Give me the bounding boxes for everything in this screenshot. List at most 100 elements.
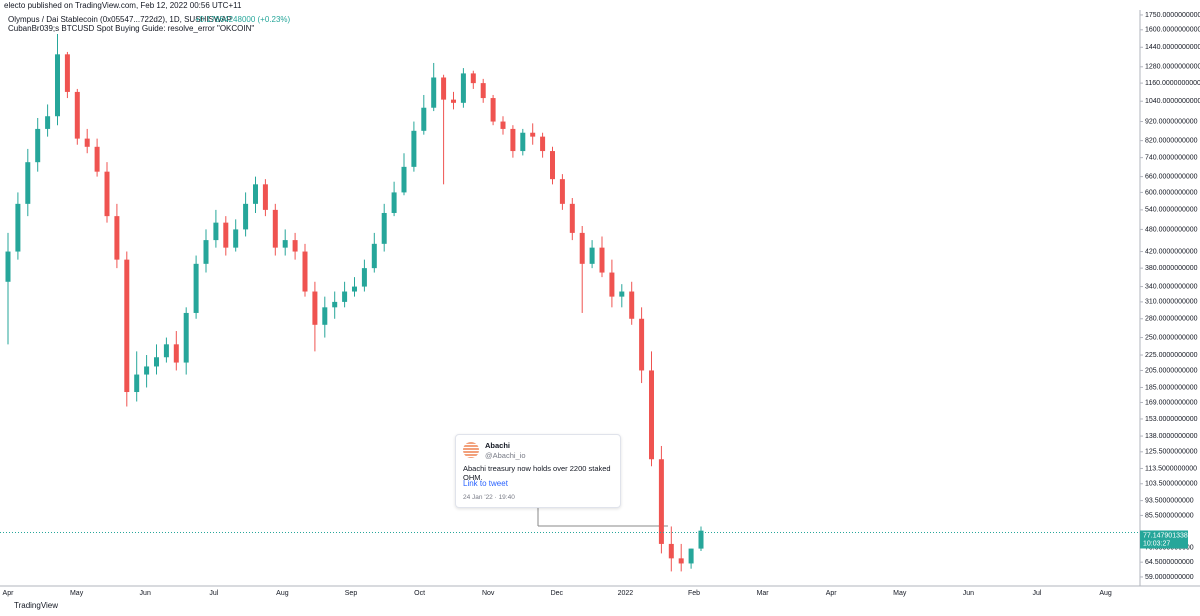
candle-body bbox=[163, 344, 169, 358]
candle-body bbox=[74, 91, 80, 139]
candle-body bbox=[629, 291, 635, 319]
y-tick-label: 85.5000000000 bbox=[1145, 512, 1194, 519]
candle-body bbox=[490, 98, 496, 122]
indicator: CubanBr039;s BTCUSD Spot Buying Guide: r… bbox=[8, 24, 254, 33]
candle-body bbox=[5, 251, 11, 282]
candle-body bbox=[411, 130, 417, 167]
y-tick-label: 280.0000000000 bbox=[1145, 316, 1198, 323]
candle-body bbox=[262, 184, 268, 210]
candle-body bbox=[510, 128, 516, 152]
avatar bbox=[463, 442, 479, 458]
x-tick-label: 2022 bbox=[618, 590, 634, 597]
y-tick-label: 480.0000000000 bbox=[1145, 226, 1198, 233]
candle-body bbox=[193, 263, 199, 313]
y-tick-label: 169.0000000000 bbox=[1145, 399, 1198, 406]
candle-body bbox=[282, 240, 288, 248]
y-tick-label: 250.0000000000 bbox=[1145, 334, 1198, 341]
candle-body bbox=[203, 240, 209, 264]
card-text: Abachi treasury now holds over 2200 stak… bbox=[463, 464, 611, 482]
candle-body bbox=[559, 179, 565, 204]
x-tick-label: Jul bbox=[209, 590, 218, 597]
candle-body bbox=[183, 312, 189, 363]
x-tick-label: Dec bbox=[551, 590, 564, 597]
candle-body bbox=[421, 107, 427, 131]
x-tick-label: Oct bbox=[414, 590, 425, 597]
candle-body bbox=[451, 99, 456, 103]
candle-body bbox=[619, 291, 625, 297]
candle-body bbox=[84, 138, 90, 147]
x-tick-label: Apr bbox=[3, 590, 15, 597]
candle-body bbox=[243, 203, 249, 230]
candle-body bbox=[213, 222, 219, 241]
candle-body bbox=[609, 272, 615, 297]
candle-body bbox=[480, 83, 486, 99]
candle-body bbox=[698, 530, 704, 549]
x-tick-label: Nov bbox=[482, 590, 495, 597]
x-tick-label: Aug bbox=[276, 590, 289, 597]
candle-body bbox=[371, 243, 377, 269]
y-tick-label: 1440.0000000000 bbox=[1145, 44, 1200, 51]
y-tick-label: 138.0000000000 bbox=[1145, 433, 1198, 440]
candle-body bbox=[441, 77, 447, 100]
y-tick-label: 420.0000000000 bbox=[1145, 248, 1198, 255]
y-tick-label: 153.0000000000 bbox=[1145, 416, 1198, 423]
candle-body bbox=[668, 543, 674, 559]
y-tick-label: 920.0000000000 bbox=[1145, 118, 1198, 125]
y-tick-label: 93.5000000000 bbox=[1145, 497, 1194, 504]
y-tick-label: 113.5000000000 bbox=[1145, 465, 1197, 472]
x-tick-label: May bbox=[70, 590, 84, 597]
y-tick-label: 1160.0000000000 bbox=[1145, 80, 1200, 87]
candle-body bbox=[25, 162, 31, 204]
y-tick-label: 103.5000000000 bbox=[1145, 481, 1198, 488]
candle-body bbox=[599, 247, 605, 273]
price-label: 77.1479013380 bbox=[1143, 532, 1192, 539]
x-tick-label: Mar bbox=[757, 590, 770, 597]
candle-body bbox=[104, 171, 110, 217]
y-tick-label: 740.0000000000 bbox=[1145, 154, 1198, 161]
card-link[interactable]: Link to tweet bbox=[463, 479, 508, 488]
x-tick-label: May bbox=[893, 590, 907, 597]
x-tick-label: Aug bbox=[1099, 590, 1112, 597]
y-tick-label: 540.0000000000 bbox=[1145, 207, 1198, 214]
y-tick-label: 205.0000000000 bbox=[1145, 367, 1198, 374]
x-tick-label: Apr bbox=[826, 590, 838, 597]
y-tick-label: 1600.0000000000 bbox=[1145, 27, 1200, 34]
candle-body bbox=[332, 301, 338, 308]
candle-body bbox=[569, 203, 575, 233]
candle-body bbox=[460, 73, 466, 103]
candle-body bbox=[342, 291, 348, 302]
y-tick-label: 125.5000000000 bbox=[1145, 449, 1198, 456]
y-tick-label: 380.0000000000 bbox=[1145, 265, 1198, 272]
y-tick-label: 600.0000000000 bbox=[1145, 189, 1198, 196]
candle-body bbox=[639, 318, 645, 371]
y-tick-label: 1280.0000000000 bbox=[1145, 64, 1200, 71]
candle-body bbox=[589, 247, 595, 264]
candle-body bbox=[302, 251, 308, 292]
candle-body bbox=[94, 146, 100, 172]
y-tick-label: 340.0000000000 bbox=[1145, 283, 1198, 290]
candle-body bbox=[253, 184, 258, 204]
candle-body bbox=[173, 344, 179, 363]
change: +0.17664248000 (+0.23%) bbox=[195, 15, 291, 24]
candle-body bbox=[401, 166, 407, 193]
y-tick-label: 225.0000000000 bbox=[1145, 352, 1198, 359]
candle-body bbox=[312, 291, 318, 325]
y-tick-label: 64.5000000000 bbox=[1145, 559, 1194, 566]
y-tick-label: 820.0000000000 bbox=[1145, 137, 1198, 144]
candle-body bbox=[64, 54, 70, 92]
y-tick-label: 185.0000000000 bbox=[1145, 384, 1198, 391]
candle-body bbox=[272, 209, 278, 248]
candle-body bbox=[114, 216, 120, 260]
candle-body bbox=[658, 459, 664, 544]
candle-body bbox=[292, 240, 298, 252]
candle-body bbox=[361, 268, 367, 287]
candle-body bbox=[154, 357, 159, 367]
publisher: electo published on TradingView.com, Feb… bbox=[4, 1, 242, 10]
candle-body bbox=[15, 203, 21, 252]
y-tick-label: 310.0000000000 bbox=[1145, 299, 1198, 306]
candle-body bbox=[579, 232, 585, 264]
y-tick-label: 660.0000000000 bbox=[1145, 173, 1198, 180]
